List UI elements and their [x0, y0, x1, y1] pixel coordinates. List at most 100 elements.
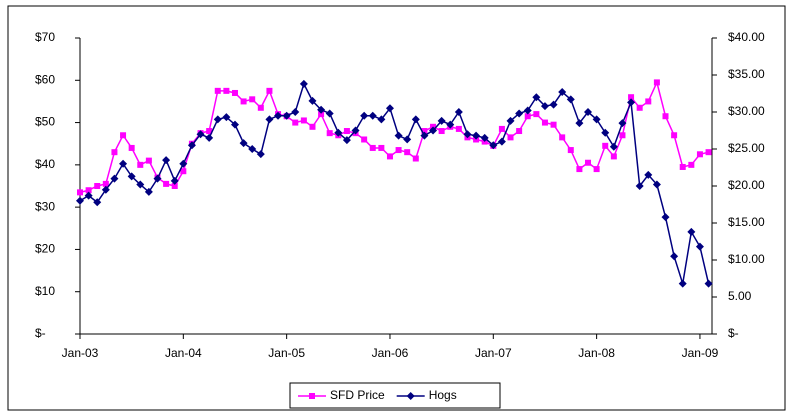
- data-point: [661, 213, 670, 222]
- data-point: [601, 128, 610, 137]
- data-point: [386, 153, 393, 160]
- data-point: [540, 102, 549, 111]
- y2-tick-label: $40.00: [728, 30, 765, 44]
- data-point: [120, 132, 127, 139]
- data-point: [111, 149, 118, 156]
- data-point: [507, 134, 514, 141]
- data-point: [222, 113, 231, 122]
- legend-label: Hogs: [429, 388, 457, 402]
- data-point: [454, 108, 463, 116]
- data-point: [214, 87, 221, 94]
- data-point: [618, 119, 627, 128]
- data-point: [679, 163, 686, 170]
- x-tick-label: Jan-06: [372, 346, 409, 360]
- data-point: [420, 131, 429, 140]
- data-point: [558, 88, 567, 97]
- data-point: [145, 157, 152, 164]
- y2-tick-label: $35.00: [728, 67, 765, 81]
- legend-marker: [309, 393, 315, 399]
- data-point: [446, 120, 455, 129]
- data-point: [369, 144, 376, 151]
- data-point: [119, 159, 128, 168]
- data-point: [411, 115, 420, 124]
- data-point: [334, 128, 343, 137]
- data-point: [292, 119, 299, 126]
- data-point: [575, 119, 584, 128]
- data-point: [127, 172, 136, 181]
- data-point: [385, 104, 394, 113]
- data-point: [76, 196, 84, 205]
- data-point: [249, 96, 256, 103]
- data-point: [403, 135, 412, 144]
- data-point: [205, 133, 214, 142]
- data-point: [162, 156, 171, 165]
- legend-label: SFD Price: [330, 388, 385, 402]
- data-point: [628, 94, 635, 101]
- data-point: [489, 141, 498, 150]
- data-point: [566, 95, 575, 104]
- y2-tick-label: $-: [728, 326, 739, 340]
- data-point: [421, 128, 428, 135]
- data-point: [549, 100, 558, 109]
- data-point: [137, 161, 144, 168]
- data-point: [136, 180, 145, 189]
- data-point: [652, 180, 661, 189]
- data-point: [231, 89, 238, 96]
- data-point: [653, 79, 660, 86]
- y2-tick-label: $20.00: [728, 178, 765, 192]
- legend-marker: [406, 392, 415, 400]
- x-tick-label: Jan-08: [578, 346, 615, 360]
- data-point: [179, 159, 188, 168]
- y2-tick-label: $15.00: [728, 215, 765, 229]
- data-point: [102, 180, 109, 187]
- data-point: [266, 87, 273, 94]
- data-point: [300, 117, 307, 124]
- data-point: [705, 149, 712, 156]
- data-point: [541, 119, 548, 126]
- data-point: [171, 183, 178, 189]
- y-tick-label: $40: [35, 157, 55, 171]
- data-point: [360, 111, 369, 120]
- y2-tick-label: $25.00: [728, 141, 765, 155]
- data-point: [627, 98, 636, 107]
- x-tick-label: Jan-07: [475, 346, 512, 360]
- data-point: [559, 134, 566, 141]
- data-point: [515, 109, 524, 118]
- data-point: [256, 150, 265, 159]
- data-point: [412, 155, 419, 162]
- data-point: [567, 147, 574, 154]
- data-point: [609, 142, 618, 151]
- x-tick-label: Jan-09: [682, 346, 719, 360]
- data-point: [84, 191, 93, 200]
- chart-frame: [7, 5, 786, 411]
- x-tick-label: Jan-03: [62, 346, 99, 360]
- data-point: [695, 242, 704, 251]
- data-point: [308, 96, 317, 105]
- data-point: [257, 104, 264, 111]
- x-tick-label: Jan-05: [268, 346, 305, 360]
- data-point: [213, 115, 222, 124]
- y-tick-label: $30: [35, 199, 55, 213]
- data-point: [593, 166, 600, 173]
- data-point: [85, 187, 92, 194]
- data-point: [619, 132, 626, 139]
- legend: SFD Price Hogs: [289, 382, 501, 409]
- data-point: [636, 104, 643, 111]
- data-point: [361, 136, 368, 143]
- data-point: [342, 136, 351, 145]
- y2-tick-label: $10.00: [728, 252, 765, 266]
- data-point: [93, 198, 102, 207]
- data-point: [523, 106, 532, 115]
- data-point: [498, 125, 505, 132]
- data-point: [463, 130, 472, 139]
- data-point: [317, 105, 326, 114]
- data-point: [516, 128, 523, 135]
- data-point: [429, 126, 438, 135]
- data-point: [368, 111, 377, 120]
- data-point: [326, 130, 333, 137]
- data-point: [377, 115, 386, 124]
- y-tick-label: $-: [35, 326, 46, 340]
- data-point: [325, 109, 334, 118]
- data-point: [343, 128, 350, 135]
- data-point: [584, 108, 593, 116]
